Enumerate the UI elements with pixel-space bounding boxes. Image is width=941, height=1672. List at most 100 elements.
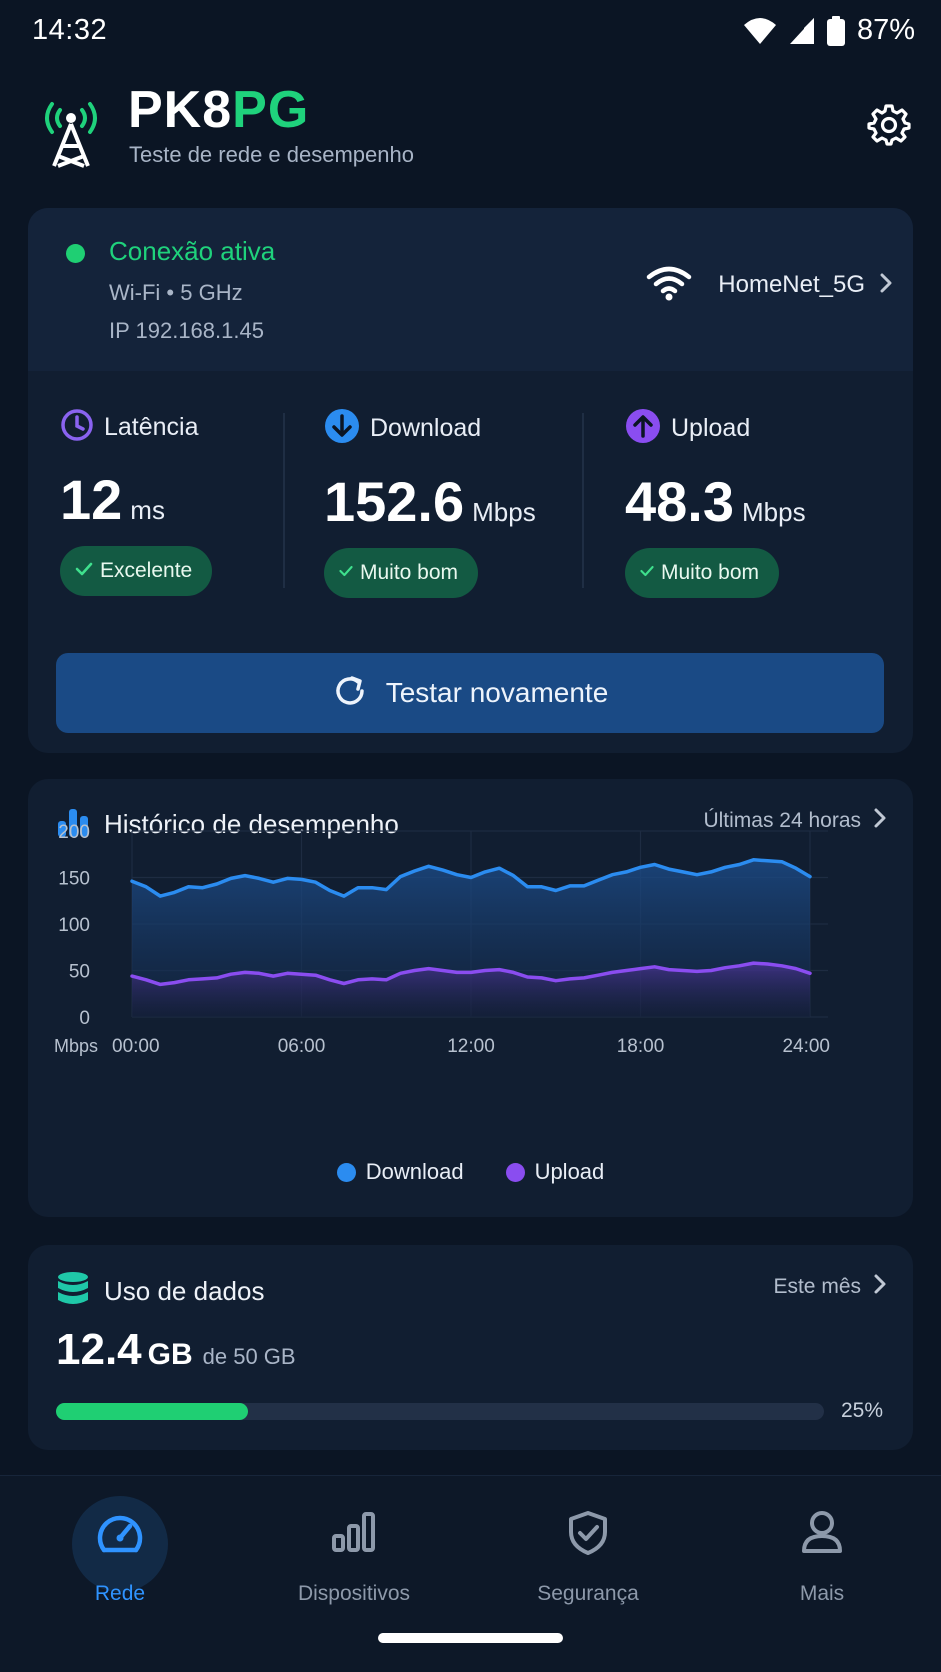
chart-ytick-label: 150 xyxy=(58,869,90,890)
check-icon xyxy=(74,559,94,584)
nav-icon-wrap xyxy=(306,1496,402,1592)
data-period-link[interactable]: Este mês xyxy=(773,1273,887,1300)
bar-chart-icon xyxy=(331,1510,377,1557)
performance-chart: 0 50 100 150 200 00:00 06:00 12:00 18:00 24:00 Mbp… xyxy=(54,822,830,1057)
connection-type: Wi-Fi • 5 GHz xyxy=(109,280,243,305)
legend-label-download: Download xyxy=(365,1159,464,1184)
connection-status: Conexão ativa xyxy=(109,236,276,266)
legend-item-upload: Upload xyxy=(505,1159,604,1185)
nav-label-rede: Rede xyxy=(94,1582,146,1605)
nav-item-dispositivos[interactable]: Dispositivos xyxy=(264,1496,444,1606)
latency-header: Latência xyxy=(60,408,212,447)
data-used-unit: GB xyxy=(147,1338,193,1371)
latency-badge-text: Excelente xyxy=(100,559,193,582)
data-usage-percent: 25% xyxy=(840,1399,883,1422)
upload-unit: Mbps xyxy=(742,497,806,527)
chart-ytick-label: 50 xyxy=(69,962,90,983)
connection-card: Conexão ativa Wi-Fi • 5 GHz IP 192.168.1… xyxy=(28,208,913,753)
chevron-right-icon xyxy=(879,272,893,299)
chart-xtick-label: 06:00 xyxy=(278,1036,326,1057)
chart-xtick-label: 00:00 xyxy=(112,1036,160,1057)
upload-value: 48.3 Mbps xyxy=(625,469,806,534)
chart-yaxis-unit-label: Mbps xyxy=(54,1036,98,1056)
history-card: Histórico de desempenho Últimas 24 horas… xyxy=(28,779,913,1217)
app-header: PK8PG Teste de rede e desempenho xyxy=(0,80,941,190)
nav-icon-wrap xyxy=(540,1496,636,1592)
wifi-icon xyxy=(646,265,692,306)
ip-address: IP 192.168.1.45 xyxy=(109,318,264,343)
clock-icon xyxy=(60,408,94,447)
legend-dot-upload xyxy=(505,1162,525,1182)
retest-button-label: Testar novamente xyxy=(385,677,609,708)
download-value: 152.6 Mbps xyxy=(324,469,536,534)
chart-legend: Download Upload xyxy=(28,1159,913,1185)
download-unit: Mbps xyxy=(472,497,536,527)
bar-chart-icon xyxy=(56,805,90,844)
upload-badge-text: Muito bom xyxy=(661,561,760,584)
data-usage-card: Uso de dados Este mês 12.4 GB de 50 GB 25% xyxy=(28,1245,913,1450)
nav-label-mais: Mais xyxy=(799,1582,845,1605)
latency-unit: ms xyxy=(130,495,165,525)
legend-dot-download xyxy=(336,1162,356,1182)
settings-gear-icon[interactable] xyxy=(867,102,911,146)
data-usage-progress-fill xyxy=(56,1403,248,1420)
wifi-signal-icon xyxy=(743,17,777,45)
retest-button[interactable]: Testar novamente xyxy=(56,653,884,733)
data-used: 12.4 GB de 50 GB xyxy=(56,1325,296,1375)
radio-tower-logo-icon xyxy=(40,96,102,172)
upload-header: Upload xyxy=(625,408,806,449)
data-used-number: 12.4 xyxy=(56,1325,142,1374)
app-subtitle: Teste de rede e desempenho xyxy=(129,142,414,167)
chart-xtick-label: 24:00 xyxy=(782,1036,830,1057)
status-time: 14:32 xyxy=(32,14,108,46)
speedometer-icon xyxy=(95,1510,145,1561)
chart-ytick-label: 200 xyxy=(58,822,90,843)
home-indicator xyxy=(378,1633,563,1643)
chevron-right-icon xyxy=(873,807,887,834)
data-usage-title: Uso de dados xyxy=(104,1276,265,1306)
latency-value: 12 ms xyxy=(60,467,212,532)
network-selector[interactable]: HomeNet_5G xyxy=(646,260,893,310)
nav-item-seguranca[interactable]: Segurança xyxy=(498,1496,678,1606)
metric-divider xyxy=(582,413,584,588)
nav-item-rede[interactable]: Rede xyxy=(30,1496,210,1606)
download-label: Download xyxy=(370,414,482,442)
chart-xtick-label: 12:00 xyxy=(447,1036,495,1057)
app-title-accent: PG xyxy=(232,81,310,139)
nav-icon-wrap xyxy=(774,1496,870,1592)
download-badge: Muito bom xyxy=(324,548,479,598)
database-icon xyxy=(56,1271,90,1312)
latency-badge: Excelente xyxy=(60,546,213,596)
nav-icon-highlight xyxy=(72,1496,168,1592)
connection-summary: Conexão ativa Wi-Fi • 5 GHz IP 192.168.1… xyxy=(28,208,913,371)
bottom-nav: Rede Dispositivos Segurança xyxy=(0,1475,941,1672)
nav-item-mais[interactable]: Mais xyxy=(732,1496,912,1606)
nav-label-dispositivos: Dispositivos xyxy=(297,1582,411,1605)
download-number: 152.6 xyxy=(324,470,465,533)
upload-arrow-icon xyxy=(625,408,661,449)
download-arrow-icon xyxy=(324,408,360,449)
chart-ytick-label: 0 xyxy=(79,1008,90,1029)
data-period-text: Este mês xyxy=(773,1274,861,1298)
connection-status-dot xyxy=(66,244,85,263)
history-range-link[interactable]: Últimas 24 horas xyxy=(703,807,887,834)
network-name: HomeNet_5G xyxy=(718,271,865,298)
chart-xtick-label: 18:00 xyxy=(617,1036,665,1057)
app-title-main: PK8 xyxy=(128,81,233,139)
check-icon xyxy=(639,563,655,584)
metric-divider xyxy=(283,413,285,588)
upload-metric: Upload 48.3 Mbps Muito bom xyxy=(625,408,806,598)
cell-signal-icon xyxy=(789,17,815,45)
download-header: Download xyxy=(324,408,536,449)
download-badge-text: Muito bom xyxy=(360,561,459,584)
user-icon xyxy=(801,1510,843,1559)
chart-line-download xyxy=(130,858,812,898)
latency-number: 12 xyxy=(60,468,123,531)
upload-badge: Muito bom xyxy=(625,548,780,598)
data-total: de 50 GB xyxy=(202,1344,296,1369)
nav-label-seguranca: Segurança xyxy=(537,1582,639,1605)
chevron-right-icon xyxy=(873,1273,887,1300)
shield-check-icon xyxy=(567,1510,609,1561)
chart-line-upload xyxy=(130,961,812,987)
